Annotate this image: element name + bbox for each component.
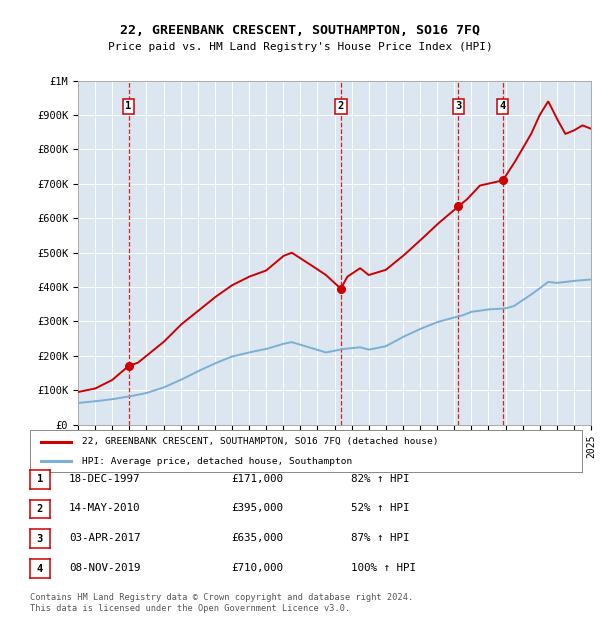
Text: 3: 3 [455, 102, 461, 112]
Text: 87% ↑ HPI: 87% ↑ HPI [351, 533, 409, 543]
Text: £635,000: £635,000 [231, 533, 283, 543]
Text: 22, GREENBANK CRESCENT, SOUTHAMPTON, SO16 7FQ (detached house): 22, GREENBANK CRESCENT, SOUTHAMPTON, SO1… [82, 437, 439, 446]
Text: 1: 1 [125, 102, 132, 112]
Text: 100% ↑ HPI: 100% ↑ HPI [351, 563, 416, 573]
Text: 18-DEC-1997: 18-DEC-1997 [69, 474, 140, 484]
Text: HPI: Average price, detached house, Southampton: HPI: Average price, detached house, Sout… [82, 456, 353, 466]
Text: 08-NOV-2019: 08-NOV-2019 [69, 563, 140, 573]
Text: 4: 4 [500, 102, 506, 112]
Text: 4: 4 [37, 564, 43, 574]
Text: 2: 2 [37, 504, 43, 514]
Text: 1: 1 [37, 474, 43, 484]
Text: Price paid vs. HM Land Registry's House Price Index (HPI): Price paid vs. HM Land Registry's House … [107, 42, 493, 51]
Text: Contains HM Land Registry data © Crown copyright and database right 2024.
This d: Contains HM Land Registry data © Crown c… [30, 593, 413, 613]
Text: 22, GREENBANK CRESCENT, SOUTHAMPTON, SO16 7FQ: 22, GREENBANK CRESCENT, SOUTHAMPTON, SO1… [120, 24, 480, 37]
Text: 3: 3 [37, 534, 43, 544]
Text: £710,000: £710,000 [231, 563, 283, 573]
Text: 14-MAY-2010: 14-MAY-2010 [69, 503, 140, 513]
Text: 03-APR-2017: 03-APR-2017 [69, 533, 140, 543]
Text: 52% ↑ HPI: 52% ↑ HPI [351, 503, 409, 513]
Text: £171,000: £171,000 [231, 474, 283, 484]
Text: 2: 2 [338, 102, 344, 112]
Text: £395,000: £395,000 [231, 503, 283, 513]
Text: 82% ↑ HPI: 82% ↑ HPI [351, 474, 409, 484]
